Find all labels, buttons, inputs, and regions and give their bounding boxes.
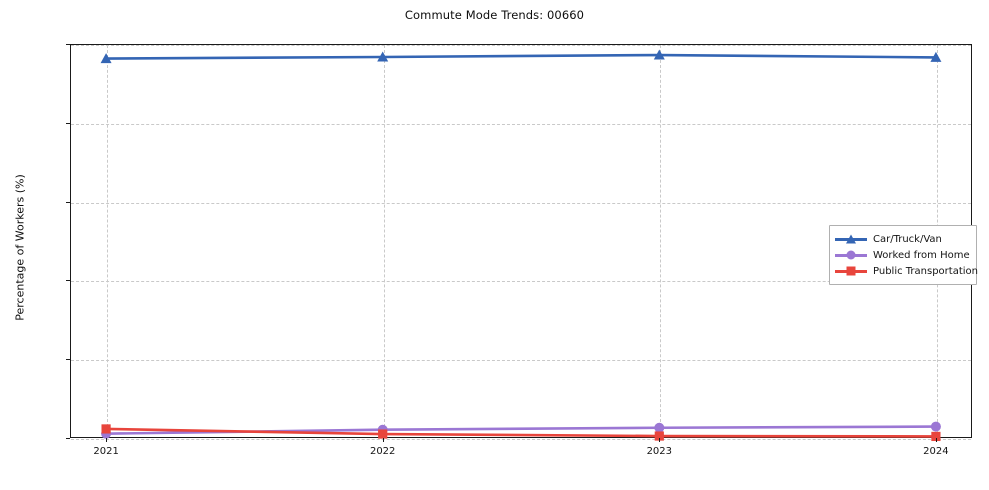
page-title: Commute Mode Trends: 00660 xyxy=(404,8,585,22)
data-point-marker xyxy=(930,421,941,432)
x-tick-label: 2023 xyxy=(646,446,673,457)
legend-swatch-circle-icon xyxy=(835,248,867,262)
legend-label: Car/Truck/Van xyxy=(873,233,942,245)
x-tick-label: 2022 xyxy=(369,446,396,457)
data-point-marker xyxy=(100,53,112,64)
y-tick-mark xyxy=(66,280,70,282)
series-line xyxy=(104,53,938,60)
legend-swatch-square-icon xyxy=(835,264,867,278)
legend-label: Public Transportation xyxy=(873,265,978,277)
gridline-horizontal xyxy=(71,439,971,440)
x-tick-label: 2021 xyxy=(93,446,119,457)
x-tick-mark xyxy=(935,438,937,442)
legend-item[interactable]: Car/Truck/Van xyxy=(835,231,970,247)
legend-item[interactable]: Public Transportation xyxy=(835,263,978,279)
legend-swatch-triangle-icon xyxy=(835,232,867,246)
data-point-marker xyxy=(654,422,665,433)
data-point-marker xyxy=(378,429,388,439)
data-point-marker xyxy=(101,424,111,434)
x-tick-mark xyxy=(659,438,661,442)
chart-legend: Car/Truck/Van Worked from Home Public Tran… xyxy=(829,225,978,285)
x-tick-label: 2024 xyxy=(923,446,949,457)
data-point-marker xyxy=(654,431,664,441)
y-tick-mark xyxy=(66,122,70,124)
x-tick-mark xyxy=(106,438,108,442)
data-point-marker xyxy=(377,51,389,62)
series-public-transportation xyxy=(101,424,941,442)
series-line xyxy=(104,427,938,438)
y-tick-mark xyxy=(66,44,70,45)
y-tick-mark xyxy=(66,438,70,439)
legend-item[interactable]: Worked from Home xyxy=(835,247,970,263)
legend-label: Worked from Home xyxy=(873,249,970,261)
series-car-truck-van xyxy=(100,49,942,64)
series-layer xyxy=(100,49,942,442)
data-point-marker xyxy=(931,431,941,442)
x-tick-mark xyxy=(382,438,384,442)
data-point-marker xyxy=(930,51,942,62)
y-tick-mark xyxy=(66,359,70,361)
y-axis-label: Percentage of Workers (%) xyxy=(13,174,27,321)
data-point-marker xyxy=(653,49,665,60)
y-tick-mark xyxy=(66,201,70,203)
